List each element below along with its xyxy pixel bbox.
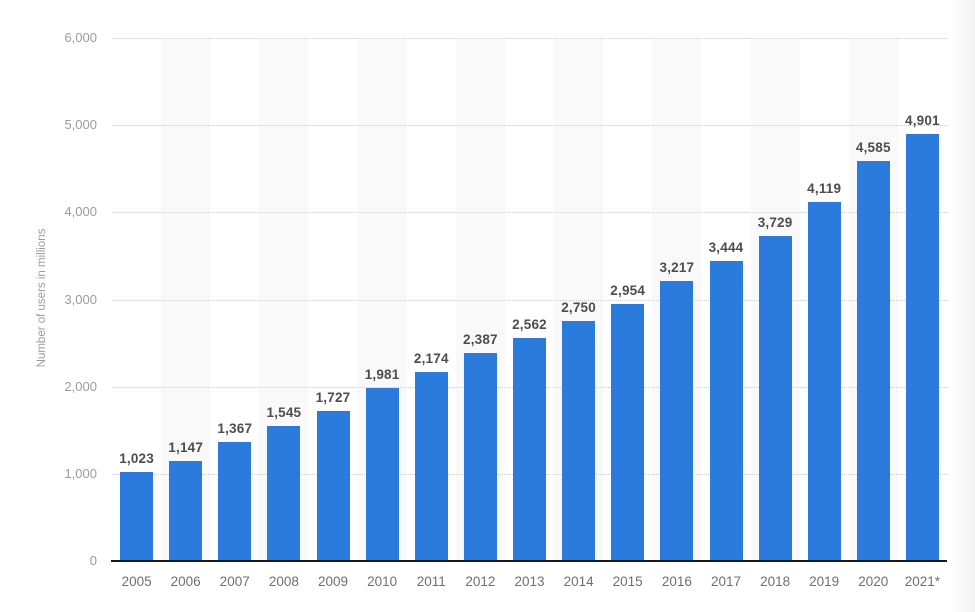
bar-value-label: 2,954 xyxy=(610,282,646,298)
bar-value-label: 3,217 xyxy=(659,259,695,275)
y-tick-label: 1,000 xyxy=(64,465,97,481)
bar-2013[interactable] xyxy=(513,337,546,561)
bar-value-label: 2,750 xyxy=(561,300,596,316)
bar-value-label: 2,562 xyxy=(512,316,547,332)
y-tick-label: 2,000 xyxy=(64,378,97,394)
bar-value-label: 1,727 xyxy=(315,389,351,405)
x-tick-label: 2007 xyxy=(219,574,250,589)
bar-value-label: 1,367 xyxy=(217,420,253,436)
x-axis-line xyxy=(111,560,947,562)
x-tick-label: 2021* xyxy=(904,574,941,589)
bar-2015[interactable] xyxy=(611,303,645,561)
bar-2008[interactable] xyxy=(267,426,301,561)
right-edge-shadow xyxy=(951,0,975,612)
bar-value-label: 3,729 xyxy=(757,215,793,230)
x-tick-label: 2018 xyxy=(760,574,791,589)
x-tick-label: 2012 xyxy=(465,574,496,589)
y-tick-label: 3,000 xyxy=(64,291,97,307)
bar-value-label: 4,585 xyxy=(855,140,891,156)
bar-value-label: 4,901 xyxy=(904,112,940,128)
bar-2021*[interactable] xyxy=(905,133,939,561)
gridline xyxy=(112,299,947,301)
bar-value-label: 1,147 xyxy=(168,440,204,455)
bar-value-label: 1,023 xyxy=(119,450,154,466)
y-tick-label: 4,000 xyxy=(64,204,97,220)
x-tick-label: 2009 xyxy=(317,574,349,589)
x-tick-label: 2006 xyxy=(170,574,201,589)
bar-value-label: 2,174 xyxy=(413,350,449,366)
bar-2005[interactable] xyxy=(120,471,154,561)
bar-2019[interactable] xyxy=(807,202,841,561)
bar-value-label: 2,387 xyxy=(462,331,498,347)
gridline xyxy=(112,38,947,39)
bar-2014[interactable] xyxy=(562,321,596,561)
y-tick-label: 5,000 xyxy=(64,117,97,133)
bar-2009[interactable] xyxy=(316,410,350,561)
bar-2007[interactable] xyxy=(218,441,252,561)
x-tick-label: 2020 xyxy=(858,574,889,589)
x-tick-label: 2019 xyxy=(809,574,840,589)
bar-value-label: 1,545 xyxy=(266,405,302,421)
x-tick-label: 2005 xyxy=(121,574,152,589)
x-tick-label: 2013 xyxy=(514,574,545,589)
gridline xyxy=(112,125,947,127)
bar-2017[interactable] xyxy=(709,260,743,561)
x-tick-label: 2011 xyxy=(416,574,446,589)
x-tick-label: 2015 xyxy=(612,574,643,589)
x-tick-label: 2017 xyxy=(710,574,742,589)
bar-2006[interactable] xyxy=(169,461,203,561)
gridline xyxy=(112,212,947,214)
y-tick-label: 0 xyxy=(89,553,97,568)
x-tick-label: 2008 xyxy=(268,574,299,589)
bar-value-label: 3,444 xyxy=(708,239,744,255)
bar-2020[interactable] xyxy=(856,161,890,561)
bar-2012[interactable] xyxy=(463,352,497,561)
bar-2016[interactable] xyxy=(660,280,694,561)
x-tick-label: 2014 xyxy=(563,574,594,589)
y-axis-title: Number of users in millions xyxy=(36,228,48,368)
y-tick-label: 6,000 xyxy=(64,30,97,45)
bar-value-label: 4,119 xyxy=(807,181,842,196)
bar-2011[interactable] xyxy=(414,371,448,561)
bar-2010[interactable] xyxy=(365,388,399,561)
x-tick-label: 2016 xyxy=(661,574,692,589)
bar-value-label: 1,981 xyxy=(364,367,400,383)
bar-2018[interactable] xyxy=(758,236,792,561)
x-tick-label: 2010 xyxy=(367,574,398,589)
